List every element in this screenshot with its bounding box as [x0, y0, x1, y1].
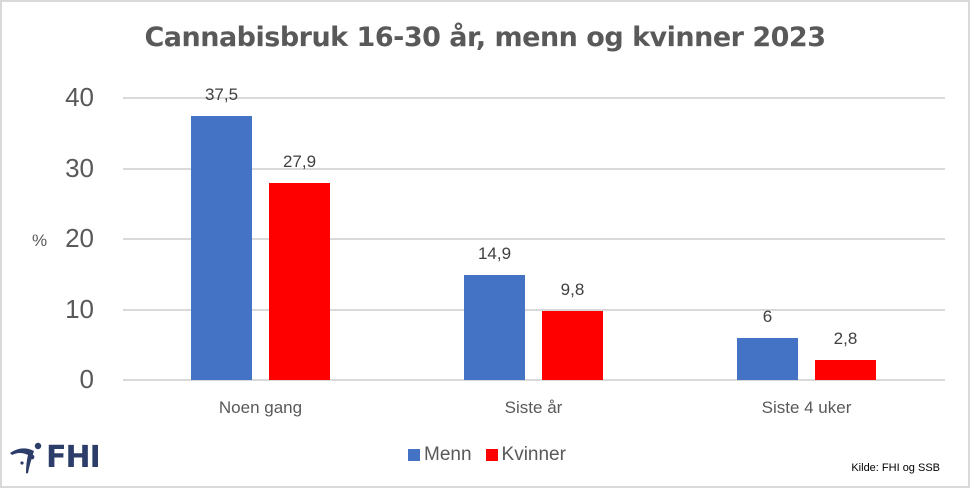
gridline [123, 167, 945, 170]
bar-kvinner [815, 360, 876, 380]
y-tick-label: 10 [65, 293, 94, 324]
x-category-label: Siste år [504, 398, 563, 417]
gridline [123, 308, 945, 311]
legend-swatch-menn [408, 449, 420, 461]
logo-text: FHI [46, 440, 101, 475]
legend-item-kvinner: Kvinner [485, 444, 566, 466]
y-axis-label: % [32, 231, 48, 250]
data-label: 14,9 [477, 243, 512, 263]
gridline [123, 97, 945, 99]
source-note: Kilde: FHI og SSB [851, 462, 940, 474]
chart-title: Cannabisbruk 16-30 år, menn og kvinner 2… [144, 22, 826, 53]
y-tick-label: 40 [65, 82, 94, 112]
y-tick-label: 0 [79, 364, 94, 394]
legend: Menn Kvinner [408, 444, 580, 466]
gridline [123, 238, 945, 240]
bar-menn [191, 115, 252, 380]
fhi-logo: FHI [8, 440, 101, 475]
legend-label-menn: Menn [424, 444, 472, 465]
data-label: 6 [762, 306, 773, 326]
y-tick-label: 30 [65, 152, 94, 183]
data-label: 2,8 [833, 329, 858, 349]
legend-label-kvinner: Kvinner [501, 444, 566, 465]
bar-kvinner [269, 183, 330, 380]
data-label: 27,9 [282, 152, 317, 172]
legend-item-menn: Menn [408, 444, 472, 466]
data-label: 9,8 [560, 279, 585, 299]
y-tick-label: 20 [65, 223, 94, 253]
bar-kvinner [542, 310, 603, 380]
bar-menn [464, 274, 525, 380]
bar-menn [737, 337, 798, 380]
data-label: 37,5 [204, 84, 239, 104]
x-category-label: Noen gang [218, 398, 303, 417]
x-category-label: Siste 4 uker [761, 398, 852, 417]
legend-swatch-kvinner [485, 449, 498, 461]
gridline [123, 379, 945, 381]
fhi-figure-icon [10, 442, 42, 473]
